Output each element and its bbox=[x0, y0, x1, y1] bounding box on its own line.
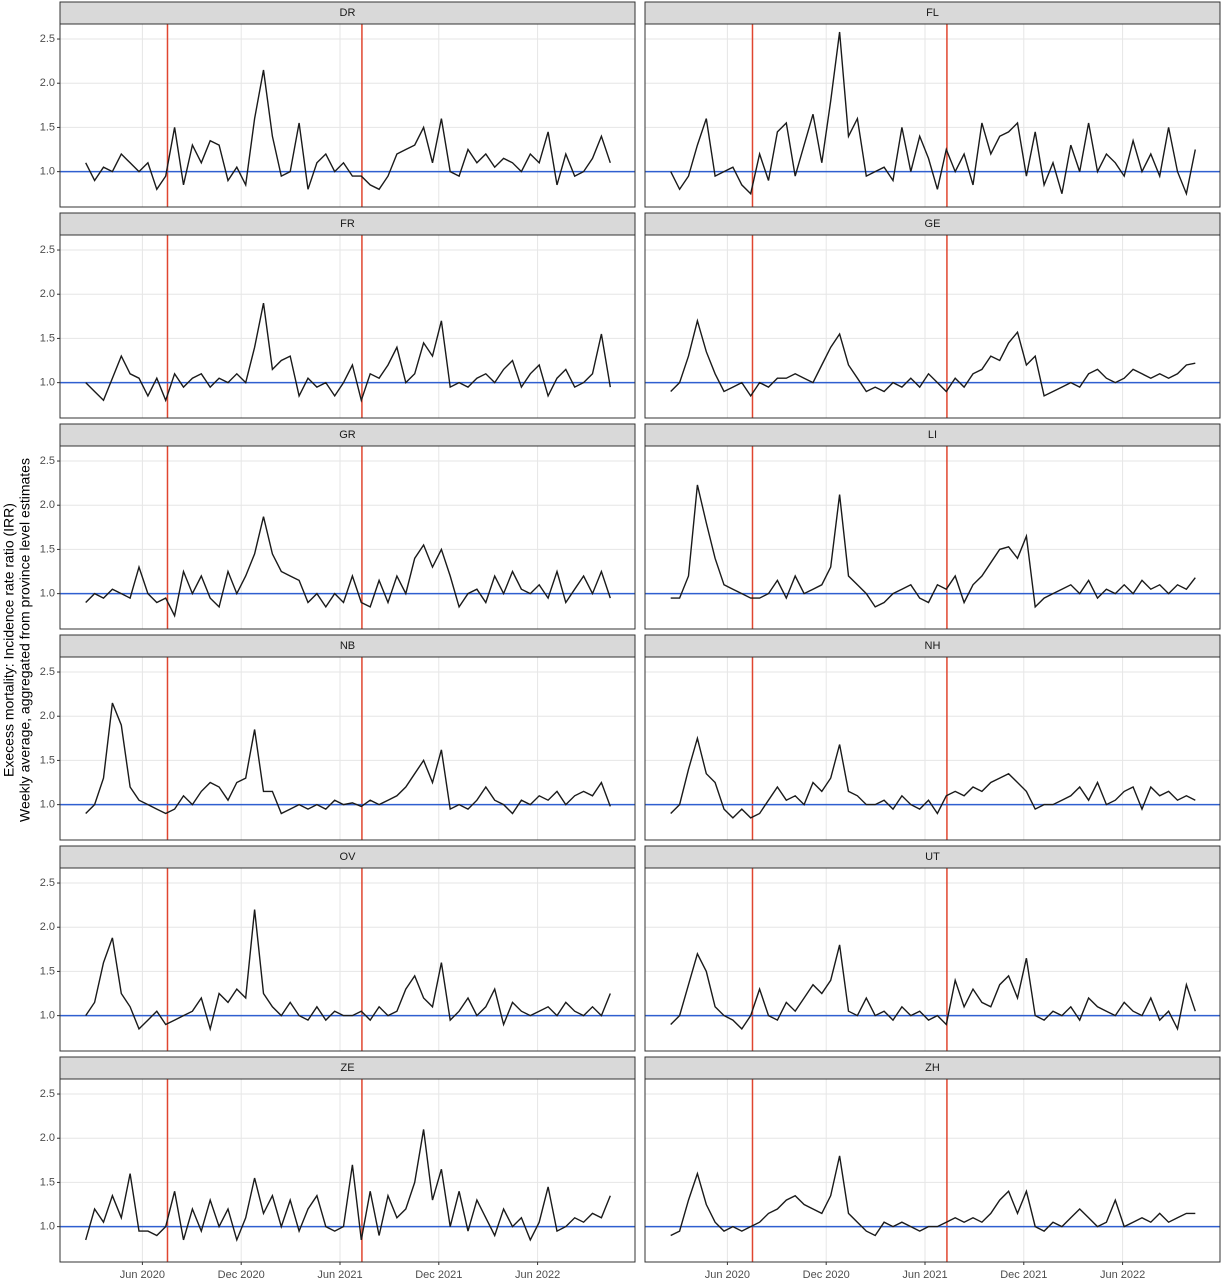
y-tick-label: 1.5 bbox=[40, 332, 55, 344]
y-tick-label: 1.0 bbox=[40, 799, 55, 811]
panel-background bbox=[60, 1079, 635, 1262]
y-tick-label: 2.5 bbox=[40, 877, 55, 889]
series-line bbox=[670, 484, 1196, 609]
y-tick-label: 2.0 bbox=[40, 499, 55, 511]
x-tick-label: Jun 2020 bbox=[120, 1269, 165, 1280]
series-line bbox=[85, 1129, 611, 1243]
strip bbox=[59, 212, 636, 236]
y-tick-label: 2.0 bbox=[40, 288, 55, 300]
y-tick-label: 1.0 bbox=[40, 1010, 55, 1022]
y-tick-label: 2.5 bbox=[40, 455, 55, 467]
series-line bbox=[670, 318, 1196, 398]
strip-title: ZH bbox=[925, 1062, 940, 1074]
strip-title: OV bbox=[340, 851, 357, 863]
series-line bbox=[85, 909, 611, 1032]
strip bbox=[644, 845, 1221, 869]
x-tick-label: Jun 2021 bbox=[317, 1269, 362, 1280]
x-tick-label: Jun 2021 bbox=[902, 1269, 947, 1280]
panel-background bbox=[60, 235, 635, 418]
panel-background bbox=[645, 868, 1220, 1051]
strip bbox=[59, 1056, 636, 1080]
y-tick-label: 2.5 bbox=[40, 1088, 55, 1100]
strip-title: FL bbox=[926, 7, 939, 19]
series-line bbox=[670, 944, 1196, 1032]
y-tick-label: 1.0 bbox=[40, 377, 55, 389]
series-line bbox=[85, 516, 611, 618]
strip-title: LI bbox=[928, 429, 937, 441]
y-tick-label: 2.0 bbox=[40, 77, 55, 89]
panel-background bbox=[645, 235, 1220, 418]
series-line bbox=[85, 702, 611, 815]
y-tick-label: 2.0 bbox=[40, 921, 55, 933]
strip bbox=[59, 845, 636, 869]
strip-title: GR bbox=[339, 429, 356, 441]
y-axis-title: Weekly average, aggregated from province… bbox=[17, 458, 33, 822]
strip bbox=[59, 1, 636, 25]
panel-background bbox=[60, 657, 635, 840]
strip-title: ZE bbox=[340, 1062, 354, 1074]
strip bbox=[644, 634, 1221, 658]
series-line bbox=[670, 735, 1196, 819]
panel-background bbox=[60, 446, 635, 629]
x-tick-label: Dec 2021 bbox=[415, 1269, 462, 1280]
y-tick-label: 1.5 bbox=[40, 543, 55, 555]
series-line bbox=[670, 1155, 1196, 1237]
y-tick-label: 1.0 bbox=[40, 1221, 55, 1233]
series-line bbox=[670, 31, 1196, 197]
y-tick-label: 2.0 bbox=[40, 1132, 55, 1144]
strip bbox=[59, 634, 636, 658]
panel-background bbox=[645, 24, 1220, 207]
series-line bbox=[85, 69, 611, 191]
strip bbox=[644, 423, 1221, 447]
panel-background bbox=[645, 657, 1220, 840]
strip-title: GE bbox=[925, 218, 941, 230]
x-tick-label: Dec 2020 bbox=[218, 1269, 265, 1280]
y-tick-label: 1.0 bbox=[40, 588, 55, 600]
panel-background bbox=[60, 24, 635, 207]
strip-title: NB bbox=[340, 640, 355, 652]
y-tick-label: 1.5 bbox=[40, 754, 55, 766]
strip-title: UT bbox=[925, 851, 940, 863]
y-tick-label: 1.5 bbox=[40, 965, 55, 977]
strip bbox=[59, 423, 636, 447]
y-axis-title: Execess mortality: Incidence rate ratio … bbox=[1, 503, 17, 777]
y-tick-label: 2.5 bbox=[40, 244, 55, 256]
x-tick-label: Jun 2020 bbox=[705, 1269, 750, 1280]
strip bbox=[644, 1056, 1221, 1080]
y-tick-label: 2.0 bbox=[40, 710, 55, 722]
y-tick-label: 1.5 bbox=[40, 121, 55, 133]
x-tick-label: Dec 2021 bbox=[1000, 1269, 1047, 1280]
x-tick-label: Jun 2022 bbox=[515, 1269, 560, 1280]
y-tick-label: 2.5 bbox=[40, 666, 55, 678]
y-tick-label: 2.5 bbox=[40, 33, 55, 45]
strip bbox=[644, 1, 1221, 25]
panel-background bbox=[645, 446, 1220, 629]
strip-title: NH bbox=[925, 640, 941, 652]
strip-title: DR bbox=[340, 7, 356, 19]
panel-background bbox=[60, 868, 635, 1051]
x-tick-label: Jun 2022 bbox=[1100, 1269, 1145, 1280]
strip bbox=[644, 212, 1221, 236]
y-tick-label: 1.5 bbox=[40, 1176, 55, 1188]
strip-title: FR bbox=[340, 218, 355, 230]
panel-background bbox=[645, 1079, 1220, 1262]
y-tick-label: 1.0 bbox=[40, 166, 55, 178]
series-line bbox=[85, 302, 611, 403]
x-tick-label: Dec 2020 bbox=[803, 1269, 850, 1280]
